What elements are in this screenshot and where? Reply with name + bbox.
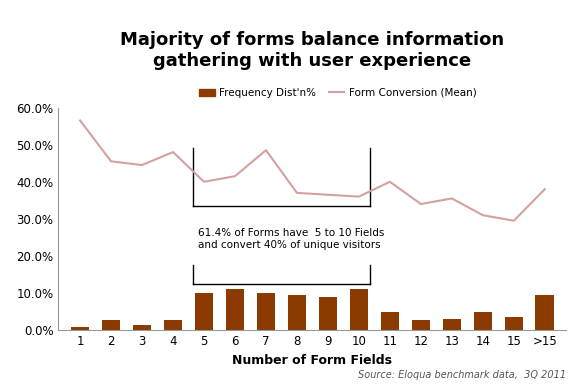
Bar: [71, 326, 89, 330]
Bar: [443, 319, 461, 330]
Text: Source: Eloqua benchmark data,  3Q 2011: Source: Eloqua benchmark data, 3Q 2011: [359, 370, 566, 380]
Bar: [102, 320, 120, 330]
Title: Majority of forms balance information
gathering with user experience: Majority of forms balance information ga…: [120, 31, 505, 70]
Bar: [474, 312, 492, 330]
Bar: [288, 295, 306, 330]
X-axis label: Number of Form Fields: Number of Form Fields: [232, 354, 392, 367]
Bar: [319, 297, 337, 330]
Legend: Frequency Dist'n%, Form Conversion (Mean): Frequency Dist'n%, Form Conversion (Mean…: [195, 84, 481, 102]
Bar: [194, 293, 213, 330]
Bar: [164, 320, 182, 330]
Bar: [225, 290, 244, 330]
Bar: [350, 289, 368, 330]
Bar: [257, 293, 275, 330]
Bar: [133, 325, 151, 330]
Bar: [412, 320, 430, 330]
Text: 61.4% of Forms have  5 to 10 Fields
and convert 40% of unique visitors: 61.4% of Forms have 5 to 10 Fields and c…: [198, 228, 384, 250]
Bar: [536, 295, 554, 330]
Bar: [505, 316, 523, 330]
Bar: [381, 312, 399, 330]
